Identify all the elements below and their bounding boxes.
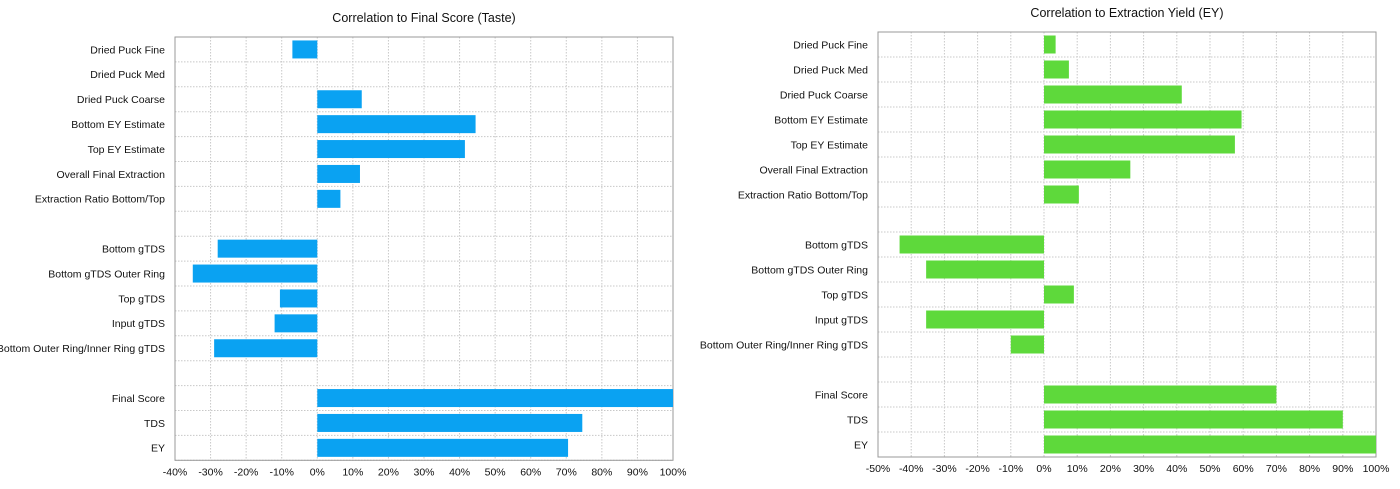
category-label: Bottom Outer Ring/Inner Ring gTDS — [700, 339, 868, 351]
bar — [926, 260, 1044, 279]
x-tick-label: 50% — [485, 466, 506, 478]
x-tick-label: 0% — [1036, 463, 1051, 475]
category-label: Top gTDS — [118, 293, 165, 305]
category-label: Extraction Ratio Bottom/Top — [35, 194, 165, 206]
bar — [317, 140, 465, 159]
bar — [1044, 435, 1376, 454]
bar — [274, 314, 318, 333]
bar — [217, 239, 318, 258]
category-label: Overall Final Extraction — [759, 164, 868, 176]
category-label: Top gTDS — [821, 289, 868, 301]
bar — [1010, 335, 1044, 354]
bar — [317, 164, 360, 183]
x-tick-label: 10% — [342, 466, 363, 478]
x-tick-label: -20% — [234, 466, 259, 478]
bar — [317, 189, 341, 208]
bar — [214, 339, 318, 358]
taste-correlation-chart: Correlation to Final Score (Taste) -40% -… — [0, 11, 686, 478]
x-tick-label: 70% — [556, 466, 577, 478]
x-tick-label: -50% — [866, 463, 891, 475]
x-tick-label: 10% — [1067, 463, 1088, 475]
bar — [926, 310, 1044, 329]
x-tick-label: -10% — [999, 463, 1024, 475]
category-label: Final Score — [815, 389, 868, 401]
bar — [1044, 60, 1069, 79]
x-tick-label: 0% — [310, 466, 325, 478]
x-tick-label: 40% — [449, 466, 470, 478]
category-label: Extraction Ratio Bottom/Top — [738, 189, 868, 201]
category-label: Bottom Outer Ring/Inner Ring gTDS — [0, 343, 165, 355]
x-tick-label: 60% — [1233, 463, 1254, 475]
bar — [1044, 35, 1056, 54]
bar — [1044, 185, 1079, 204]
x-tick-label: -30% — [932, 463, 957, 475]
category-label: TDS — [144, 418, 165, 430]
category-label: Dried Puck Med — [793, 64, 868, 76]
chart-title: Correlation to Extraction Yield (EY) — [1030, 6, 1223, 20]
x-tick-label: 70% — [1266, 463, 1287, 475]
x-tick-label: 100% — [660, 466, 687, 478]
bar — [292, 40, 318, 59]
x-tick-label: -30% — [198, 466, 223, 478]
bar — [1044, 385, 1277, 404]
bar — [317, 438, 569, 457]
plot-frame — [877, 31, 1377, 458]
bar — [1044, 160, 1131, 179]
x-tick-label: 30% — [413, 466, 434, 478]
x-tick-label: 80% — [1299, 463, 1320, 475]
chart-title: Correlation to Final Score (Taste) — [332, 11, 515, 25]
category-label: Dried Puck Fine — [90, 44, 165, 56]
x-tick-label: 100% — [1363, 463, 1390, 475]
category-label: Top EY Estimate — [88, 144, 166, 156]
bar — [899, 235, 1044, 254]
bar — [317, 389, 673, 408]
x-tick-label: -20% — [965, 463, 990, 475]
category-label: Bottom gTDS Outer Ring — [751, 264, 868, 276]
category-label: Bottom EY Estimate — [774, 114, 868, 126]
category-label: Bottom EY Estimate — [71, 119, 165, 131]
bar — [1044, 85, 1182, 104]
category-label: Dried Puck Coarse — [780, 89, 868, 101]
bar — [1044, 135, 1235, 154]
category-label: Bottom gTDS — [102, 243, 165, 255]
bar — [279, 289, 318, 308]
x-tick-label: 90% — [1332, 463, 1353, 475]
category-label: Bottom gTDS Outer Ring — [48, 268, 165, 280]
category-label: Dried Puck Fine — [793, 39, 868, 51]
x-tick-label: 40% — [1166, 463, 1187, 475]
category-label: Final Score — [112, 393, 165, 405]
category-label: Overall Final Extraction — [56, 169, 165, 181]
bar — [317, 413, 583, 432]
x-tick-label: -10% — [269, 466, 294, 478]
x-tick-label: 30% — [1133, 463, 1154, 475]
bar — [317, 90, 362, 109]
x-tick-label: 90% — [627, 466, 648, 478]
category-label: Input gTDS — [112, 318, 165, 330]
category-label: Dried Puck Coarse — [77, 94, 165, 106]
x-tick-label: 20% — [1100, 463, 1121, 475]
bar — [317, 115, 476, 134]
bar — [1044, 285, 1074, 304]
category-label: Input gTDS — [815, 314, 868, 326]
bar — [1044, 110, 1242, 129]
category-label: Dried Puck Med — [90, 69, 165, 81]
category-label: EY — [854, 439, 868, 451]
x-tick-label: -40% — [163, 466, 188, 478]
x-tick-label: 20% — [378, 466, 399, 478]
x-tick-label: 50% — [1199, 463, 1220, 475]
x-tick-label: 60% — [520, 466, 541, 478]
bar — [1044, 410, 1343, 429]
ey-correlation-chart: Correlation to Extraction Yield (EY) -50… — [700, 6, 1390, 475]
category-label: Top EY Estimate — [791, 139, 869, 151]
category-label: TDS — [847, 414, 868, 426]
bar — [192, 264, 318, 283]
x-tick-label: 80% — [591, 466, 612, 478]
category-label: Bottom gTDS — [805, 239, 868, 251]
x-tick-label: -40% — [899, 463, 924, 475]
category-label: EY — [151, 443, 165, 455]
plot-frame — [174, 36, 674, 461]
